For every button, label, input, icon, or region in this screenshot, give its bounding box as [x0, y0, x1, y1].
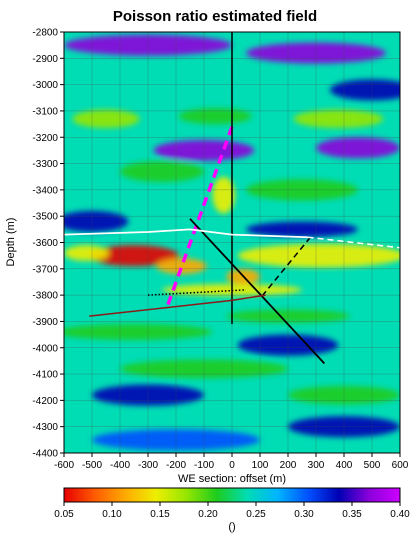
y-tick-label-16: -4400 — [32, 449, 58, 460]
y-tick-label-5: -3300 — [32, 159, 58, 170]
x-tick-label-6: 0 — [229, 460, 235, 471]
x-tick-label-3: -300 — [138, 460, 158, 471]
colorbar-tick-label-6: 0.35 — [342, 509, 362, 520]
heatmap-anomaly-19 — [316, 137, 400, 159]
heatmap-plot-area — [63, 31, 401, 454]
y-axis-label: Depth (m) — [5, 218, 17, 267]
interpretation-overlays — [64, 32, 400, 365]
y-tick-label-3: -3100 — [32, 106, 58, 117]
heatmap-anomaly-10 — [178, 108, 252, 125]
y-tick-label-10: -3800 — [32, 291, 58, 302]
x-tick-label-8: 200 — [280, 460, 297, 471]
y-tick-label-14: -4200 — [32, 396, 58, 407]
colorbar-tick-label-7: 0.40 — [390, 509, 410, 520]
colorbar: 0.05 0.10 0.15 0.20 0.25 0.30 0.35 0.40 () — [54, 487, 410, 533]
y-tick-label-8: -3600 — [32, 238, 58, 249]
heatmap-anomaly-3 — [237, 243, 400, 268]
y-tick-label-4: -3200 — [32, 133, 58, 144]
y-tick-label-11: -3900 — [32, 317, 58, 328]
x-tick-label-11: 500 — [364, 460, 381, 471]
colorbar-ticks: 0.05 0.10 0.15 0.20 0.25 0.30 0.35 0.40 — [54, 502, 410, 520]
heatmap-anomaly-5 — [212, 176, 235, 214]
colorbar-tick-label-5: 0.30 — [294, 509, 314, 520]
heatmap-anomaly-4 — [64, 245, 109, 261]
colorbar-tick-label-4: 0.25 — [246, 509, 266, 520]
x-tick-label-4: -200 — [166, 460, 186, 471]
x-axis-label: WE section: offset (m) — [178, 473, 286, 485]
x-tick-label-2: -400 — [110, 460, 130, 471]
y-tick-label-15: -4300 — [32, 422, 58, 433]
overlay-line-0 — [165, 126, 234, 307]
heatmap-anomaly-7 — [64, 324, 213, 340]
x-tick-label-0: -600 — [54, 460, 74, 471]
heatmap-anomaly-9 — [72, 109, 140, 129]
x-tick-label-1: -500 — [82, 460, 102, 471]
overlay-line-5 — [89, 294, 266, 317]
colorbar-tick-label-3: 0.20 — [198, 509, 218, 520]
heatmap-anomaly-12 — [120, 160, 204, 182]
y-tick-label-1: -2900 — [32, 54, 58, 65]
x-tick-label-10: 400 — [336, 460, 353, 471]
colorbar-gradient — [63, 487, 401, 503]
x-axis-ticks: -600 -500 -400 -300 -200 -100 0 100 200 300 400 500… — [54, 453, 409, 471]
overlay-line-6 — [64, 228, 308, 239]
heatmap-anomaly-11 — [293, 109, 384, 129]
y-tick-label-0: -2800 — [32, 28, 58, 39]
overlay-line-3 — [147, 289, 247, 296]
heatmap-anomaly-21 — [246, 221, 358, 238]
x-tick-label-7: 100 — [252, 460, 269, 471]
colorbar-unit-label: () — [228, 521, 235, 533]
y-tick-label-7: -3500 — [32, 212, 58, 223]
colorbar-tick-label-0: 0.05 — [54, 509, 74, 520]
y-tick-label-6: -3400 — [32, 185, 58, 196]
x-tick-label-12: 600 — [392, 460, 409, 471]
colorbar-tick-label-2: 0.15 — [150, 509, 170, 520]
y-axis-ticks: -2800 -2900 -3000 -3100 -3200 -3300 -3400 -3500… — [32, 28, 64, 460]
x-tick-label-5: -100 — [194, 460, 214, 471]
overlay-line-2 — [262, 236, 311, 296]
heatmap-anomaly-1 — [156, 258, 207, 275]
overlay-line-1 — [189, 218, 326, 365]
colorbar-tick-label-1: 0.10 — [102, 509, 122, 520]
y-tick-label-9: -3700 — [32, 264, 58, 275]
grid-lines — [64, 32, 400, 453]
y-tick-label-13: -4100 — [32, 370, 58, 381]
x-tick-label-9: 300 — [308, 460, 325, 471]
y-tick-label-12: -4000 — [32, 343, 58, 354]
heatmap-anomaly-0 — [89, 245, 179, 267]
overlay-line-7 — [307, 236, 400, 249]
chart-title: Poisson ratio estimated field — [113, 8, 317, 25]
y-tick-label-2: -3000 — [32, 80, 58, 91]
